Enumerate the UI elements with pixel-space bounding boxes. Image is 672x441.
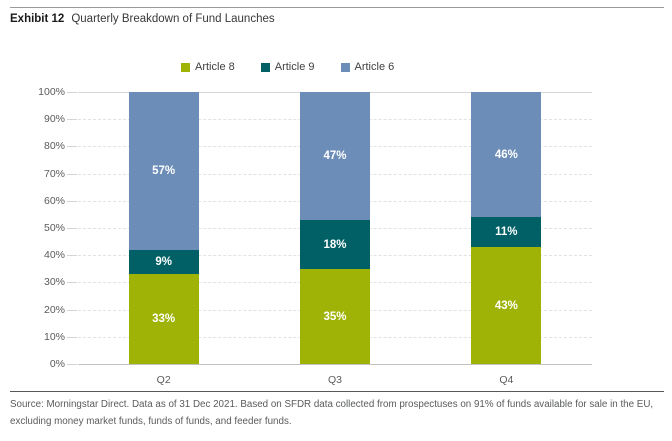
y-axis-label-90: 90% — [43, 113, 65, 126]
bar-value-label: 11% — [495, 226, 518, 238]
legend-label: Article 8 — [195, 61, 235, 73]
bar-value-label: 9% — [155, 256, 172, 268]
stacked-bar-q4: 43% 11% 46% — [471, 92, 542, 364]
x-axis-label-q2: Q2 — [156, 374, 171, 386]
y-axis-label-0: 0% — [49, 358, 65, 370]
y-axis-label-50: 50% — [43, 222, 65, 234]
y-axis-label-20: 20% — [43, 303, 65, 316]
y-tick-60 — [67, 200, 77, 202]
y-tick-90 — [67, 119, 77, 121]
chart-legend: Article 8 Article 9 Article 6 — [181, 61, 394, 73]
y-axis-label-10: 10% — [43, 330, 65, 343]
y-tick-30 — [67, 282, 77, 284]
bar-segment-q2-article-6: 57% — [128, 92, 199, 250]
article-8-swatch-icon — [181, 62, 190, 72]
bar-segment-q2-article-9: 9% — [128, 250, 199, 274]
gridline-0 — [78, 364, 592, 365]
legend-item-article-9: Article 9 — [260, 61, 315, 73]
exhibit-label: Exhibit 12 — [10, 13, 65, 25]
y-tick-0 — [67, 364, 77, 365]
stacked-bar-q3: 35% 18% 47% — [300, 92, 370, 364]
legend-label: Article 9 — [274, 61, 315, 73]
source-note: Source: Morningstar Direct. Data as of 3… — [10, 396, 665, 430]
bar-segment-q2-article-8: 33% — [128, 274, 199, 364]
y-axis-label-70: 70% — [43, 167, 65, 180]
bar-value-label: 47% — [323, 150, 347, 162]
chart-header: Exhibit 12 Quarterly Breakdown of Fund La… — [10, 13, 275, 25]
bar-segment-q3-article-8: 35% — [300, 269, 370, 364]
source-note-line-1: Source: Morningstar Direct. Data as of 3… — [10, 399, 654, 410]
bar-value-label: 43% — [494, 299, 518, 312]
bar-value-label: 57% — [152, 165, 176, 177]
footer-divider — [10, 391, 664, 392]
y-axis-label-80: 80% — [43, 140, 65, 153]
bar-value-label: 33% — [152, 313, 176, 325]
bar-value-label: 46% — [494, 148, 518, 161]
y-axis-label-30: 30% — [43, 276, 65, 289]
y-tick-20 — [67, 309, 77, 311]
chart-title: Quarterly Breakdown of Fund Launches — [71, 13, 275, 25]
y-tick-80 — [67, 146, 77, 148]
bar-segment-q4-article-8: 43% — [471, 247, 542, 364]
x-axis-label-q3: Q3 — [327, 374, 342, 386]
y-tick-40 — [67, 255, 77, 257]
x-axis-label-q4: Q4 — [499, 374, 514, 386]
top-divider — [10, 7, 664, 8]
plot-area: 33% 9% 57% 35% 18% 47% 43% 11% 46% — [78, 92, 592, 365]
y-axis-label-100: 100% — [38, 86, 65, 98]
y-axis-label-60: 60% — [43, 194, 65, 207]
y-tick-50 — [67, 228, 77, 229]
y-axis-ticks — [67, 92, 77, 365]
bar-segment-q3-article-9: 18% — [300, 220, 370, 269]
bar-segment-q4-article-6: 46% — [471, 92, 542, 217]
y-axis-labels: 0% 10% 20% 30% 40% 50% 60% 70% 80% 90% 100% — [0, 86, 65, 370]
source-note-line-2: excluding money market funds, funds of f… — [10, 416, 292, 427]
y-tick-70 — [67, 173, 77, 175]
bar-segment-q3-article-6: 47% — [300, 92, 370, 220]
bar-segment-q4-article-9: 11% — [471, 217, 542, 247]
stacked-bar-q2: 33% 9% 57% — [128, 92, 199, 364]
legend-item-article-8: Article 8 — [181, 61, 235, 73]
bar-value-label: 35% — [323, 310, 347, 323]
y-axis-label-40: 40% — [43, 249, 65, 262]
article-9-swatch-icon — [260, 62, 270, 72]
legend-item-article-6: Article 6 — [340, 61, 395, 73]
bar-value-label: 18% — [323, 238, 347, 251]
y-tick-100 — [67, 92, 77, 93]
y-tick-10 — [67, 336, 77, 338]
x-axis-labels: Q2 Q3 Q4 — [78, 374, 592, 388]
legend-label: Article 6 — [354, 61, 395, 73]
article-6-swatch-icon — [340, 62, 350, 72]
